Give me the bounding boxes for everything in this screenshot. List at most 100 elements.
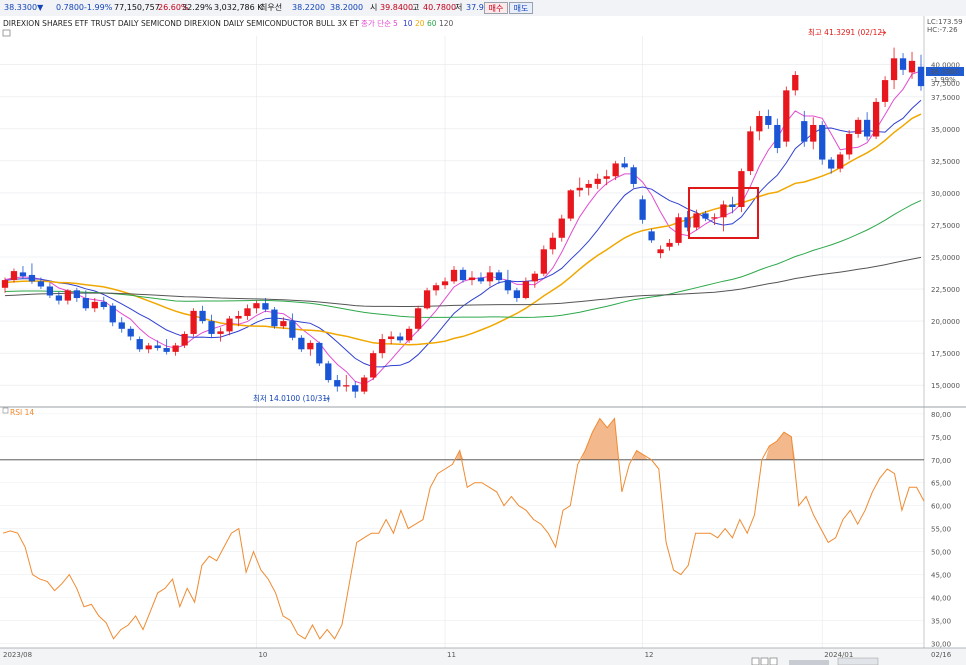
ma-legend-60: 60 (427, 19, 437, 28)
ma-legend-20: 20 (415, 19, 425, 28)
rsi-collapse-icon[interactable] (2, 407, 9, 414)
candle-body (531, 273, 538, 282)
chart-title: DIREXION SHARES ETF TRUST DAILY SEMICOND… (3, 19, 359, 28)
high-price: 40.7800 (423, 3, 457, 12)
price-tick-label: 35,0000 (931, 126, 960, 134)
candle-body (585, 183, 592, 188)
candle-body (477, 277, 485, 282)
candle-body (307, 342, 314, 350)
sell-button[interactable]: 매도 (509, 2, 533, 14)
candle-body (684, 217, 691, 228)
candle-body (863, 119, 871, 137)
scrollbar-track[interactable] (837, 657, 879, 665)
ma-legend-5: 5 (393, 19, 398, 28)
candle-body (55, 295, 63, 301)
rsi-tick-label: 60,00 (931, 503, 951, 511)
ma-legend-10: 10 (403, 19, 413, 28)
candle-body (908, 60, 916, 73)
hc-label: HC:-7.26 (927, 26, 958, 34)
price-axis: 40,0000 37,5000 35,0000 32,5000 30,0000 27,50… (931, 62, 960, 390)
scroll-right-button[interactable] (760, 657, 769, 665)
candle-body (854, 119, 862, 134)
candle-body (73, 290, 80, 299)
candle-body (837, 154, 844, 169)
low-label: 저 (455, 3, 463, 12)
scroll-thumb[interactable] (789, 660, 829, 665)
candle-body (899, 58, 907, 70)
quote-bar: 38.3300▼ 0.7800 -1.99% 77,150,757 26.60%… (0, 0, 966, 17)
candle-body (513, 290, 521, 299)
buy-button[interactable]: 매수 (484, 2, 508, 14)
candle-body (558, 218, 565, 238)
candle-body (459, 269, 467, 281)
candle-body (648, 231, 655, 241)
chart-background (0, 16, 966, 665)
candle-body (423, 290, 431, 309)
candle-body (540, 249, 547, 274)
candle-body (872, 101, 880, 137)
candlestick-series (1, 47, 925, 398)
candle-body (136, 339, 143, 350)
candle-body (567, 190, 574, 219)
candle-body (720, 204, 727, 218)
candle-body (612, 163, 619, 177)
rsi-overbought-fill (456, 418, 796, 460)
candle-body (28, 274, 36, 282)
candle-body (163, 348, 170, 352)
candle-body (226, 318, 233, 332)
candle-body (639, 199, 646, 220)
ma-line-10 (4, 99, 922, 368)
candle-body (370, 353, 377, 378)
current-price: 38.3300▼ (4, 3, 44, 12)
candle-body (298, 337, 305, 350)
candle-body (495, 272, 503, 281)
candle-body (208, 321, 215, 334)
candle-body (890, 58, 898, 81)
candle-body (828, 159, 835, 169)
candle-body (657, 249, 664, 254)
rsi-tick-label: 55,00 (931, 526, 951, 534)
candle-body (352, 385, 359, 392)
current-price-badge (926, 67, 964, 76)
candle-body (504, 280, 512, 291)
price-rsi-chart[interactable]: DIREXION SHARES ETF TRUST DAILY SEMICOND… (0, 16, 966, 665)
candle-body (396, 336, 404, 341)
ma-line-20 (4, 113, 922, 346)
candle-body (576, 187, 583, 191)
candle-body (100, 301, 107, 308)
price-tick-label: 30,0000 (931, 190, 960, 198)
candle-body (675, 217, 682, 243)
highlight-box (688, 187, 759, 239)
candle-body (64, 290, 72, 301)
rsi-tick-label: 45,00 (931, 572, 951, 580)
candle-body (37, 281, 45, 287)
candle-body (91, 301, 98, 309)
x-tick-label: 10 (258, 651, 267, 659)
candle-body (253, 303, 260, 309)
price-tick-label: 17,5000 (931, 350, 960, 358)
trade-amount: 3,032,786 K (214, 3, 263, 12)
x-axis-bar (0, 648, 966, 665)
candle-body (711, 217, 718, 219)
candle-body (235, 315, 242, 319)
scroll-left-button[interactable] (751, 657, 760, 665)
zoom-in-button[interactable] (769, 657, 778, 665)
candle-body (181, 333, 188, 346)
candle-body (594, 178, 601, 184)
price-tick-label: 15,0000 (931, 382, 960, 390)
price-tick-label: 32,5000 (931, 158, 960, 166)
rsi-tick-label: 75,00 (931, 434, 951, 442)
panel-collapse-icon[interactable] (2, 29, 11, 37)
candle-body (316, 342, 323, 364)
rsi-overbought-area (765, 432, 796, 460)
price-tick-label: 22,5000 (931, 286, 960, 294)
candle-body (621, 163, 628, 168)
best-quote-label: 최우선 (260, 3, 283, 12)
candle-body (405, 328, 413, 341)
rsi-overbought-area (581, 418, 619, 460)
rsi-tick-label: 80,00 (931, 411, 951, 419)
scroll-controls[interactable] (751, 657, 879, 665)
candle-body (325, 363, 332, 381)
low-annotation: 최저 14.0100 (10/31) (253, 393, 330, 403)
